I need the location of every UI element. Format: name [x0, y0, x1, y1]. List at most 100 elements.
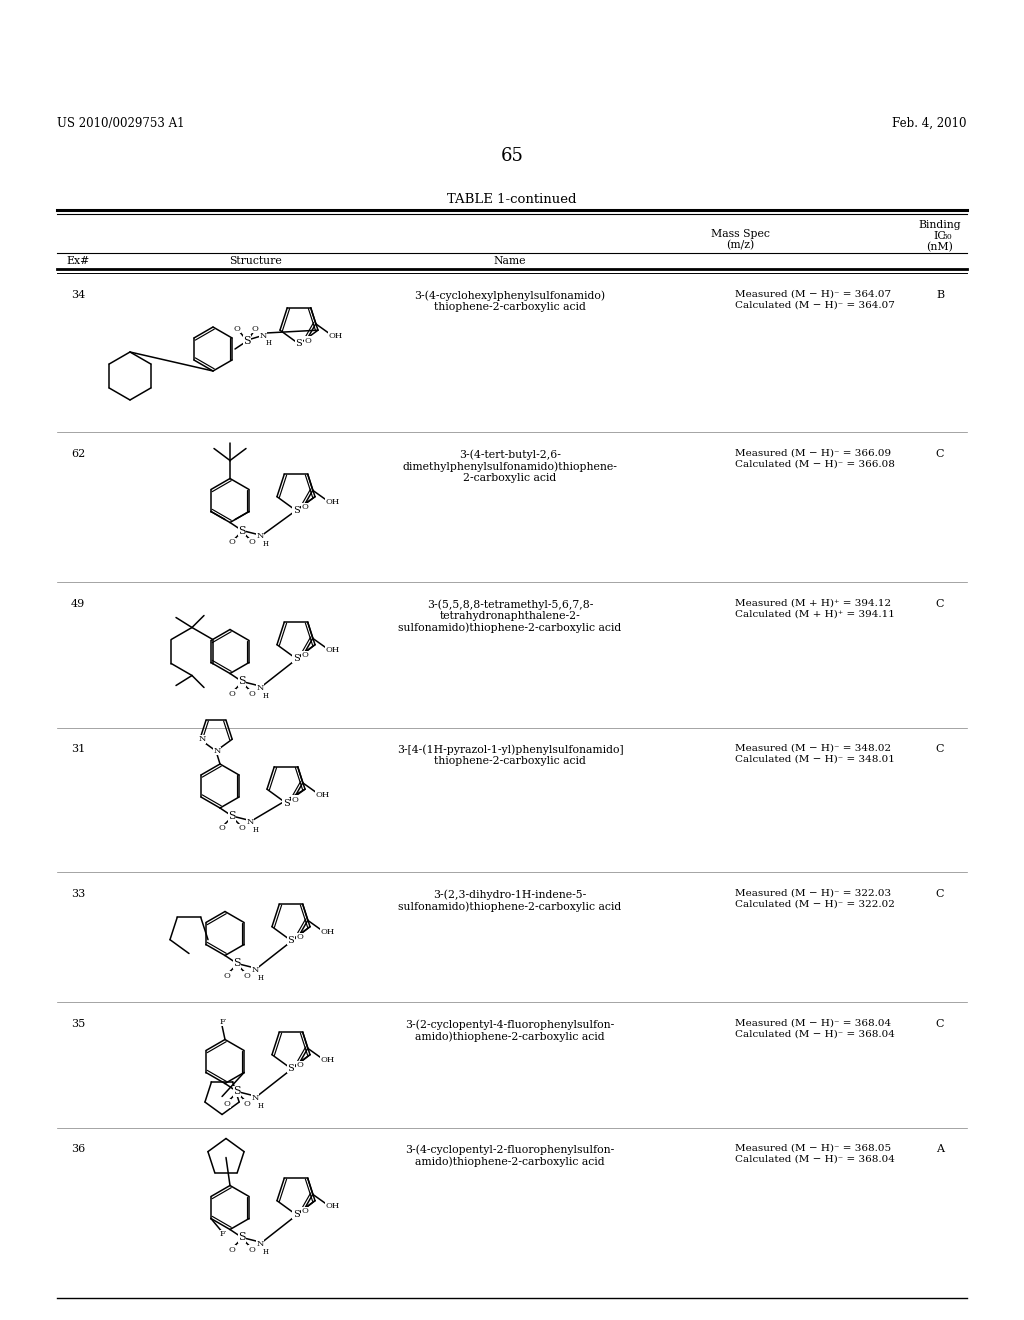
Text: N: N: [213, 747, 221, 755]
Text: C: C: [936, 744, 944, 754]
Text: Measured (M − H)⁻ = 348.02
Calculated (M − H)⁻ = 348.01: Measured (M − H)⁻ = 348.02 Calculated (M…: [735, 744, 895, 763]
Text: 3-(4-cyclohexylphenylsulfonamido)
thiophene-2-carboxylic acid: 3-(4-cyclohexylphenylsulfonamido) thioph…: [415, 290, 605, 312]
Text: O: O: [249, 689, 255, 697]
Text: OH: OH: [326, 647, 340, 655]
Text: Mass Spec: Mass Spec: [711, 228, 769, 239]
Text: 3-(2,3-dihydro-1H-indene-5-
sulfonamido)thiophene-2-carboxylic acid: 3-(2,3-dihydro-1H-indene-5- sulfonamido)…: [398, 888, 622, 912]
Text: O: O: [239, 824, 246, 832]
Text: H: H: [263, 1247, 269, 1255]
Text: OH: OH: [326, 1203, 340, 1210]
Text: C: C: [936, 888, 944, 899]
Text: S: S: [293, 1210, 299, 1218]
Text: IC: IC: [934, 231, 946, 242]
Text: O: O: [233, 325, 241, 333]
Text: Ex#: Ex#: [67, 256, 90, 267]
Text: 50: 50: [942, 234, 952, 242]
Text: Name: Name: [494, 256, 526, 267]
Text: US 2010/0029753 A1: US 2010/0029753 A1: [57, 117, 184, 129]
Text: H: H: [263, 692, 269, 700]
Text: 49: 49: [71, 599, 85, 609]
Text: S: S: [243, 337, 251, 346]
Text: O: O: [228, 689, 236, 697]
Text: Measured (M − H)⁻ = 322.03
Calculated (M − H)⁻ = 322.02: Measured (M − H)⁻ = 322.03 Calculated (M…: [735, 888, 895, 908]
Text: O: O: [249, 539, 255, 546]
Text: H: H: [266, 339, 272, 347]
Text: C: C: [936, 599, 944, 609]
Text: O: O: [301, 651, 308, 659]
Text: S: S: [233, 958, 241, 969]
Text: N: N: [256, 684, 264, 692]
Text: B: B: [936, 290, 944, 300]
Text: 3-[4-(1H-pyrazol-1-yl)phenylsulfonamido]
thiophene-2-carboxylic acid: 3-[4-(1H-pyrazol-1-yl)phenylsulfonamido]…: [396, 744, 624, 766]
Text: S: S: [293, 653, 299, 663]
Text: S: S: [288, 936, 294, 945]
Text: A: A: [936, 1144, 944, 1154]
Text: Measured (M − H)⁻ = 366.09
Calculated (M − H)⁻ = 366.08: Measured (M − H)⁻ = 366.09 Calculated (M…: [735, 449, 895, 469]
Text: (nM): (nM): [927, 242, 953, 252]
Text: O: O: [304, 337, 311, 345]
Text: C: C: [936, 1019, 944, 1030]
Text: 3-(4-tert-butyl-2,6-
dimethylphenylsulfonamido)thiophene-
2-carboxylic acid: 3-(4-tert-butyl-2,6- dimethylphenylsulfo…: [402, 449, 617, 483]
Text: S: S: [239, 676, 246, 686]
Text: 62: 62: [71, 449, 85, 459]
Text: S: S: [296, 339, 302, 348]
Text: S: S: [233, 1086, 241, 1097]
Text: O: O: [223, 1100, 230, 1107]
Text: N: N: [199, 735, 206, 743]
Text: H: H: [258, 1101, 264, 1110]
Text: S: S: [293, 506, 299, 515]
Text: 36: 36: [71, 1144, 85, 1154]
Text: S: S: [283, 799, 290, 808]
Text: 65: 65: [501, 147, 523, 165]
Text: S: S: [239, 525, 246, 536]
Text: 3-(4-cyclopentyl-2-fluorophenylsulfon-
amido)thiophene-2-carboxylic acid: 3-(4-cyclopentyl-2-fluorophenylsulfon- a…: [406, 1144, 614, 1167]
Text: OH: OH: [321, 928, 335, 936]
Text: O: O: [296, 933, 303, 941]
Text: OH: OH: [329, 331, 343, 339]
Text: O: O: [296, 1061, 303, 1069]
Text: Measured (M + H)⁺ = 394.12
Calculated (M + H)⁺ = 394.11: Measured (M + H)⁺ = 394.12 Calculated (M…: [735, 599, 895, 618]
Text: 35: 35: [71, 1019, 85, 1030]
Text: S: S: [288, 1064, 294, 1073]
Text: Binding: Binding: [919, 220, 962, 230]
Text: O: O: [244, 1100, 251, 1107]
Text: O: O: [249, 1246, 255, 1254]
Text: S: S: [239, 1233, 246, 1242]
Text: OH: OH: [326, 499, 340, 507]
Text: O: O: [223, 972, 230, 979]
Text: O: O: [291, 796, 298, 804]
Text: H: H: [253, 826, 259, 834]
Text: O: O: [244, 972, 251, 979]
Text: Measured (M − H)⁻ = 368.05
Calculated (M − H)⁻ = 368.04: Measured (M − H)⁻ = 368.05 Calculated (M…: [735, 1144, 895, 1163]
Text: O: O: [301, 1208, 308, 1216]
Text: (m/z): (m/z): [726, 240, 754, 251]
Text: 31: 31: [71, 744, 85, 754]
Text: S: S: [228, 810, 236, 821]
Text: H: H: [263, 540, 269, 549]
Text: O: O: [301, 503, 308, 511]
Text: Measured (M − H)⁻ = 368.04
Calculated (M − H)⁻ = 368.04: Measured (M − H)⁻ = 368.04 Calculated (M…: [735, 1019, 895, 1039]
Text: F: F: [220, 1230, 226, 1238]
Text: N: N: [256, 532, 264, 540]
Text: C: C: [936, 449, 944, 459]
Text: TABLE 1-continued: TABLE 1-continued: [447, 193, 577, 206]
Text: N: N: [247, 818, 254, 826]
Text: N: N: [251, 965, 259, 974]
Text: N: N: [251, 1093, 259, 1101]
Text: 33: 33: [71, 888, 85, 899]
Text: O: O: [228, 539, 236, 546]
Text: OH: OH: [315, 791, 330, 799]
Text: Measured (M − H)⁻ = 364.07
Calculated (M − H)⁻ = 364.07: Measured (M − H)⁻ = 364.07 Calculated (M…: [735, 290, 895, 309]
Text: O: O: [228, 1246, 236, 1254]
Text: O: O: [218, 824, 225, 832]
Text: 34: 34: [71, 290, 85, 300]
Text: F: F: [219, 1018, 225, 1026]
Text: N: N: [259, 333, 266, 341]
Text: 3-(2-cyclopentyl-4-fluorophenylsulfon-
amido)thiophene-2-carboxylic acid: 3-(2-cyclopentyl-4-fluorophenylsulfon- a…: [406, 1019, 614, 1041]
Text: OH: OH: [321, 1056, 335, 1064]
Text: 3-(5,5,8,8-tetramethyl-5,6,7,8-
tetrahydronaphthalene-2-
sulfonamido)thiophene-2: 3-(5,5,8,8-tetramethyl-5,6,7,8- tetrahyd…: [398, 599, 622, 634]
Text: H: H: [258, 974, 264, 982]
Text: N: N: [256, 1239, 264, 1247]
Text: Feb. 4, 2010: Feb. 4, 2010: [893, 117, 967, 129]
Text: O: O: [252, 325, 258, 333]
